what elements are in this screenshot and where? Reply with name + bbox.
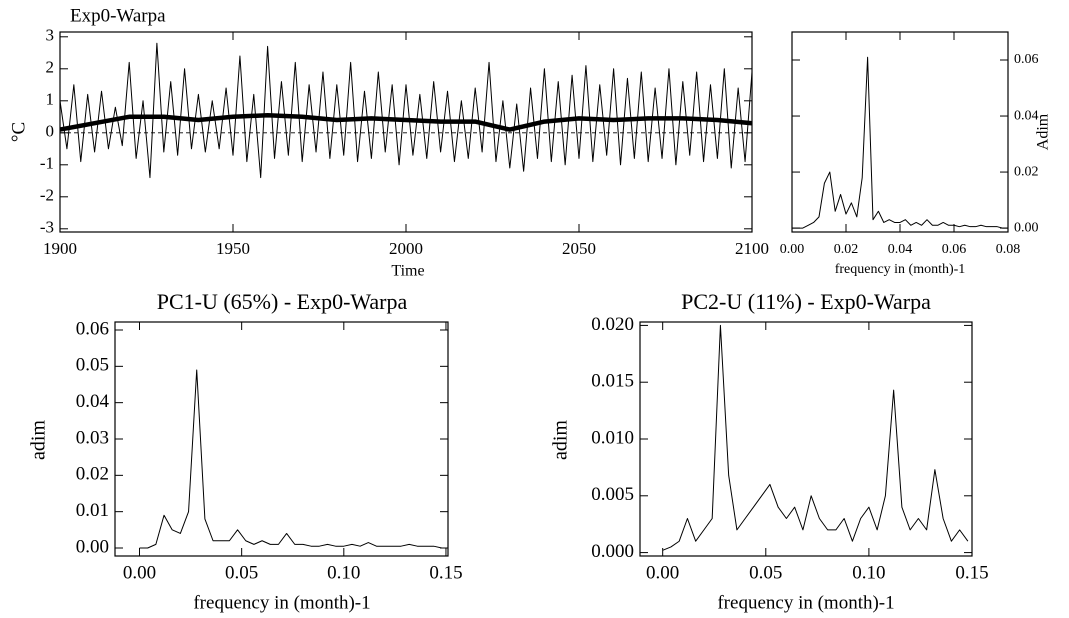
y-tick-label: 3 [46,26,55,45]
plot-frame [59,31,753,233]
x-tick-label: 0.15 [429,562,462,583]
y-axis-label: °C [8,122,29,142]
x-tick-label: 0.10 [852,562,885,583]
x-axis-label: Time [391,263,424,280]
x-tick-label: 1950 [216,239,250,258]
series-line [662,324,969,551]
series-line [792,56,1008,229]
x-tick-label: 0.08 [996,242,1021,257]
series-line [59,112,753,132]
y-tick-label: 2 [46,58,55,77]
x-tick-label: 0.00 [646,562,679,583]
y-tick-label: 0.06 [76,318,109,339]
y-tick-label: -2 [40,186,54,205]
y-tick-label: -1 [40,154,54,173]
y-tick-label: 0.005 [591,484,634,505]
y-tick-label: 0.000 [591,541,634,562]
y-tick-label: 0 [46,122,55,141]
y-tick-label: -3 [40,218,54,237]
x-tick-label: 1900 [43,239,77,258]
x-tick-label: 0.00 [123,562,156,583]
plot-frame [639,321,973,557]
x-axis-label: frequency in (month)-1 [835,262,966,277]
y-tick-label: 0.04 [1014,108,1039,123]
chart-title: PC2-U (11%) - Exp0-Warpa [681,289,931,314]
y-tick-label: 0.015 [591,371,634,392]
y-tick-label: 0.020 [591,314,634,335]
x-tick-label: 0.06 [942,242,967,257]
x-tick-label: 0.05 [749,562,782,583]
y-tick-label: 1 [46,90,55,109]
y-axis-label: adim [28,420,50,460]
y-axis-label: Adim [1035,113,1052,150]
plot-frame [114,321,449,557]
y-tick-label: 0.06 [1014,52,1039,67]
x-tick-label: 0.04 [888,242,913,257]
x-tick-label: 0.02 [834,242,859,257]
x-tick-label: 2000 [389,239,423,258]
y-tick-label: 0.03 [76,427,109,448]
y-tick-label: 0.00 [1014,220,1039,235]
y-tick-label: 0.02 [76,464,109,485]
series-line [59,42,753,179]
x-tick-label: 2100 [735,239,769,258]
y-tick-label: 0.05 [76,355,109,376]
y-tick-label: 0.010 [591,427,634,448]
x-axis-label: frequency in (month)-1 [193,592,370,613]
y-axis-label: adim [550,420,572,460]
x-tick-label: 0.15 [955,562,988,583]
x-axis-label: frequency in (month)-1 [717,592,894,613]
x-tick-label: 0.00 [780,242,805,257]
chart-title: PC1-U (65%) - Exp0-Warpa [157,289,408,314]
y-tick-label: 0.04 [76,391,110,412]
x-tick-label: 0.05 [225,562,258,583]
x-tick-label: 0.10 [327,562,360,583]
x-tick-label: 2050 [562,239,596,258]
plot-frame [791,31,1009,233]
series-line [139,369,442,549]
chart-title: Exp0-Warpa [70,5,166,26]
y-tick-label: 0.00 [76,536,109,557]
y-tick-label: 0.02 [1014,164,1039,179]
y-tick-label: 0.01 [76,500,109,521]
